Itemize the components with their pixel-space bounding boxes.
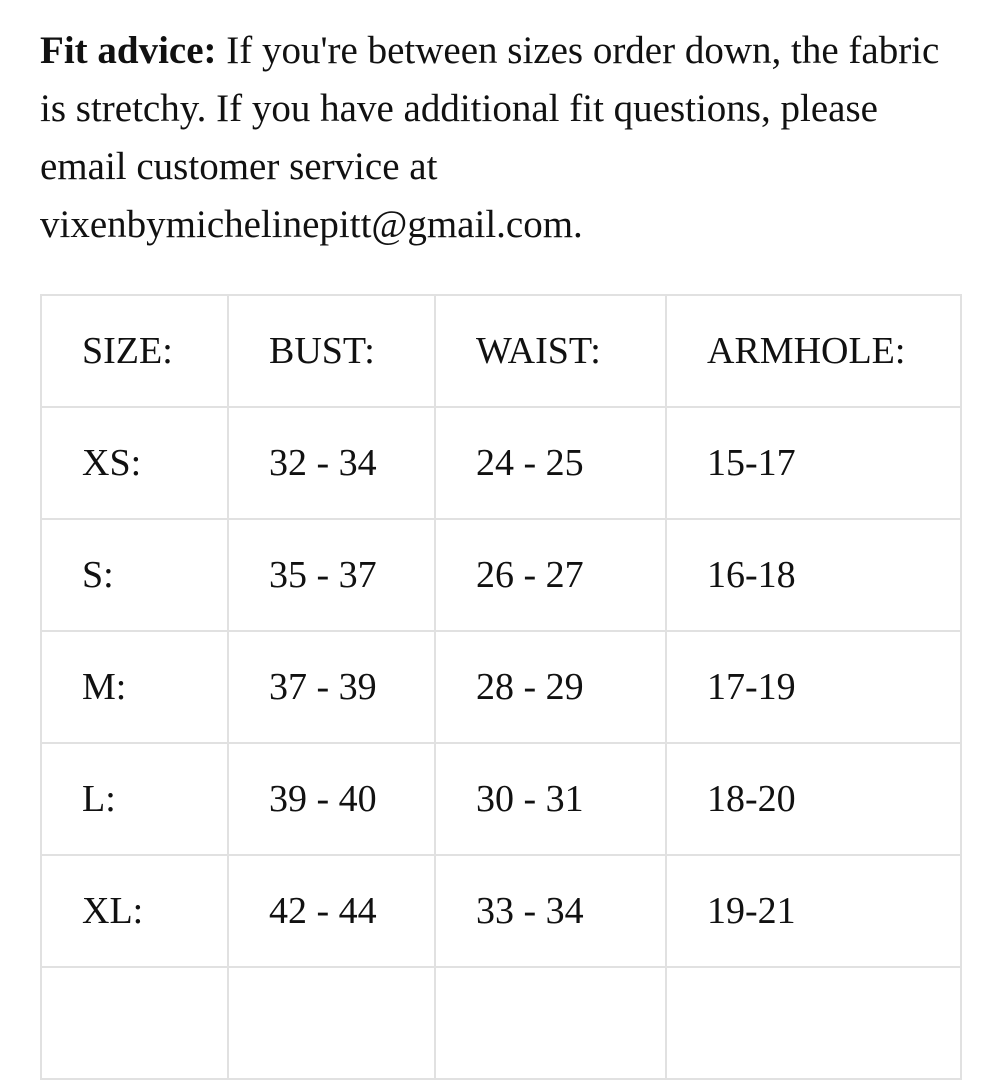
fit-advice-paragraph: Fit advice: If you're between sizes orde… [40, 22, 960, 254]
armhole-cell: 19-21 [665, 854, 962, 968]
size-cell: S: [40, 518, 229, 632]
waist-cell: 28 - 29 [434, 630, 667, 744]
waist-cell: 24 - 25 [434, 406, 667, 520]
waist-cell [434, 966, 667, 1080]
size-cell: M: [40, 630, 229, 744]
table-row-xl: XL: 42 - 44 33 - 34 19-21 [40, 854, 962, 968]
fit-advice-line: email customer service at [40, 145, 438, 188]
table-row-s: S: 35 - 37 26 - 27 16-18 [40, 518, 962, 632]
bust-cell: 37 - 39 [227, 630, 436, 744]
column-header-armhole: ARMHOLE: [665, 294, 962, 408]
bust-cell: 42 - 44 [227, 854, 436, 968]
table-row-xs: XS: 32 - 34 24 - 25 15-17 [40, 406, 962, 520]
size-chart-table: SIZE: BUST: WAIST: ARMHOLE: XS: 32 - 34 … [40, 294, 962, 1080]
fit-advice-text: If you're between sizes order down, the … [226, 29, 940, 72]
waist-cell: 26 - 27 [434, 518, 667, 632]
armhole-cell: 17-19 [665, 630, 962, 744]
armhole-cell: 18-20 [665, 742, 962, 856]
waist-cell: 33 - 34 [434, 854, 667, 968]
fit-advice-line: is stretchy. If you have additional fit … [40, 87, 878, 130]
armhole-cell: 15-17 [665, 406, 962, 520]
table-row-partial [40, 966, 962, 1080]
armhole-cell: 16-18 [665, 518, 962, 632]
size-cell: XL: [40, 854, 229, 968]
waist-cell: 30 - 31 [434, 742, 667, 856]
column-header-waist: WAIST: [434, 294, 667, 408]
table-row-m: M: 37 - 39 28 - 29 17-19 [40, 630, 962, 744]
size-cell: XS: [40, 406, 229, 520]
size-cell [40, 966, 229, 1080]
bust-cell: 39 - 40 [227, 742, 436, 856]
column-header-size: SIZE: [40, 294, 229, 408]
bust-cell: 35 - 37 [227, 518, 436, 632]
column-header-bust: BUST: [227, 294, 436, 408]
email-address: vixenbymichelinepitt@gmail.com. [40, 203, 583, 246]
size-chart-header-row: SIZE: BUST: WAIST: ARMHOLE: [40, 294, 962, 408]
fit-advice-line: Fit advice: If you're between sizes orde… [40, 22, 960, 80]
bust-cell: 32 - 34 [227, 406, 436, 520]
fit-advice-label: Fit advice: [40, 29, 217, 72]
armhole-cell [665, 966, 962, 1080]
bust-cell [227, 966, 436, 1080]
size-cell: L: [40, 742, 229, 856]
table-row-l: L: 39 - 40 30 - 31 18-20 [40, 742, 962, 856]
